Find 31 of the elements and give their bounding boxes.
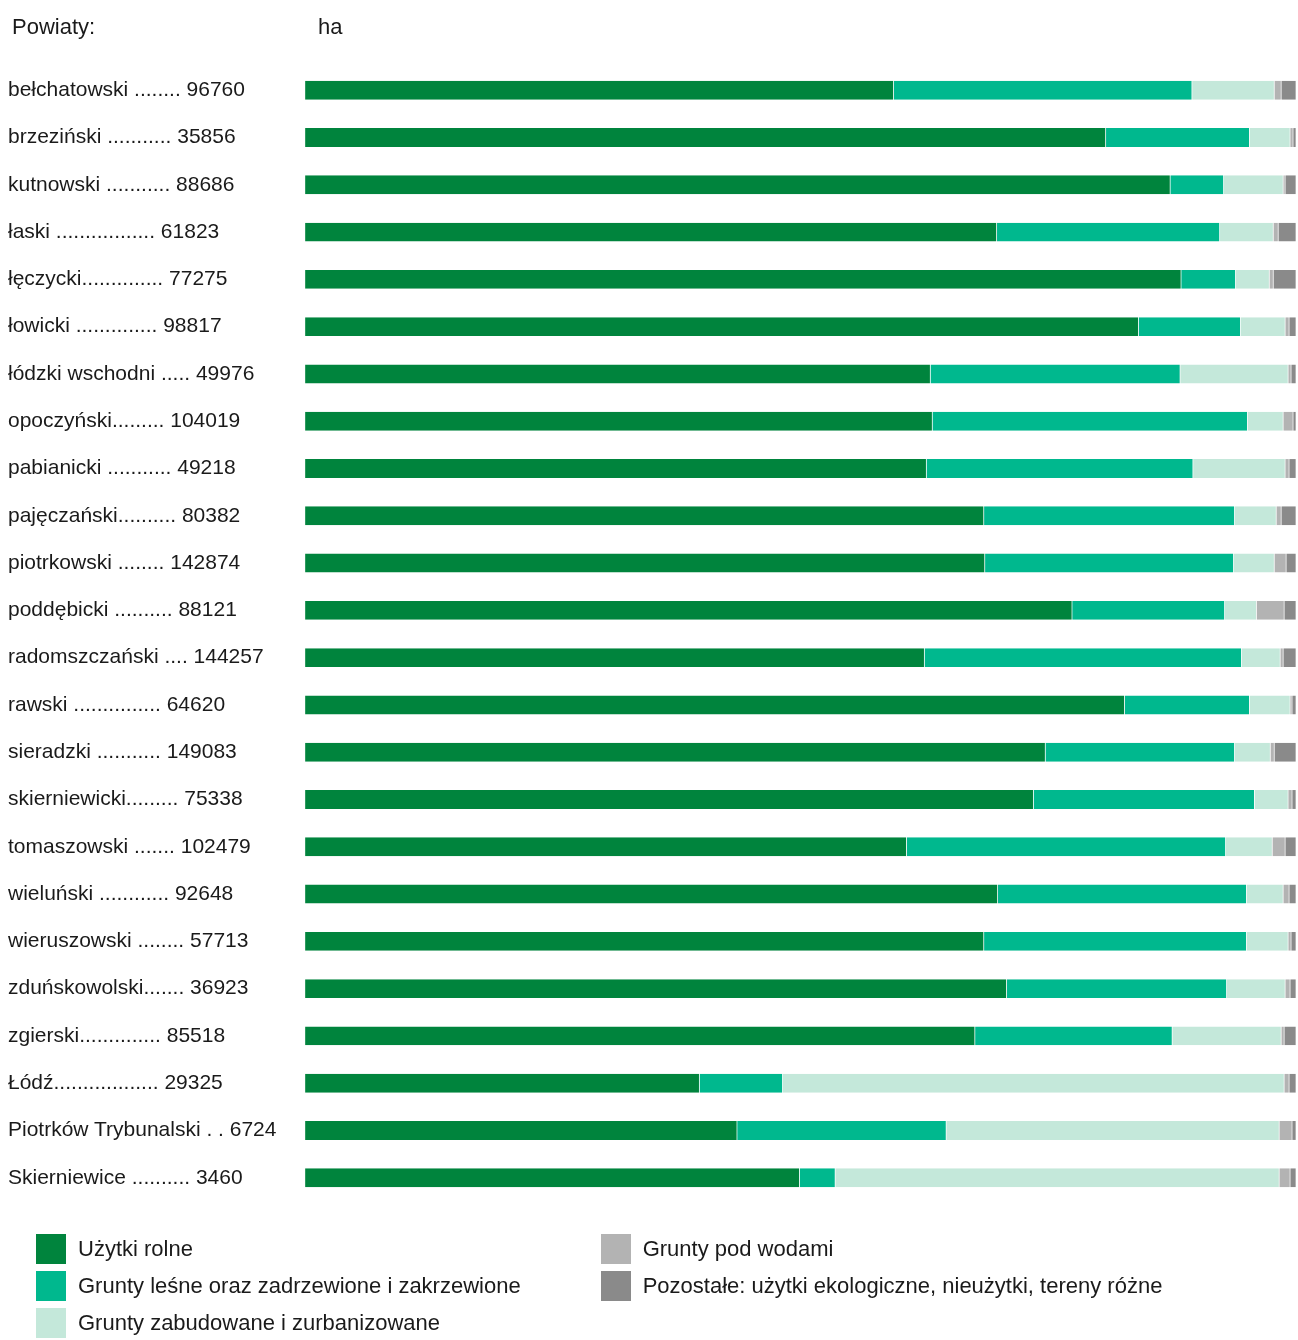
y-tick-label: radomszczański .... 144257	[8, 644, 264, 668]
y-tick-label: wieruszowski ........ 57713	[7, 928, 249, 952]
y-tick-label: zgierski.............. 85518	[8, 1022, 226, 1046]
y-tick-label: łęczycki.............. 77275	[8, 266, 228, 290]
legend-label: Pozostałe: użytki ekologiczne, nieużytki, tereny różne	[642, 1272, 1163, 1299]
y-tick-label: piotrkowski ........ 142874	[8, 549, 241, 573]
y-tick-label: pajęczański.......... 80382	[8, 502, 241, 526]
y-tick-label: poddębicki .......... 88121	[8, 597, 237, 621]
legend-label: Grunty pod wodami	[642, 1235, 834, 1262]
y-tick-label: sieradzki ........... 149083	[8, 739, 237, 763]
y-tick-label: wieluński ............ 92648	[7, 880, 234, 904]
y-tick-label: tomaszowski ....... 102479	[8, 833, 251, 857]
y-tick-label: łaski ................. 61823	[8, 218, 220, 242]
y-tick-label: łowicki .............. 98817	[8, 313, 222, 337]
y-tick-label: Piotrków Trybunalski . . 6724	[8, 1117, 277, 1141]
y-tick-label: Skierniewice .......... 3460	[8, 1164, 243, 1188]
legend-label: Grunty zabudowane i zurbanizowane	[78, 1309, 441, 1336]
y-tick-label: skierniewicki......... 75338	[8, 786, 243, 810]
y-tick-label: rawski ............... 64620	[8, 691, 226, 715]
y-tick-label: opoczyński......... 104019	[8, 408, 241, 432]
y-tick-label: Łódź.................. 29325	[8, 1069, 223, 1093]
y-tick-label: brzeziński ........... 35856	[8, 124, 236, 148]
y-tick-label: kutnowski ........... 88686	[8, 171, 235, 195]
y-tick-label: zduńskowolski....... 36923	[8, 975, 249, 999]
legend-label: Użytki rolne	[78, 1235, 193, 1262]
text: ha	[318, 14, 343, 40]
y-tick-label: łódzki wschodni ..... 49976	[8, 360, 255, 384]
y-tick-label: pabianicki ........... 49218	[8, 455, 236, 479]
y-axis-title: Powiaty:	[12, 14, 96, 40]
y-tick-label: bełchatowski ........ 96760	[8, 77, 245, 101]
legend-label: Grunty leśne oraz zadrzewione i zakrzewione	[78, 1272, 521, 1299]
